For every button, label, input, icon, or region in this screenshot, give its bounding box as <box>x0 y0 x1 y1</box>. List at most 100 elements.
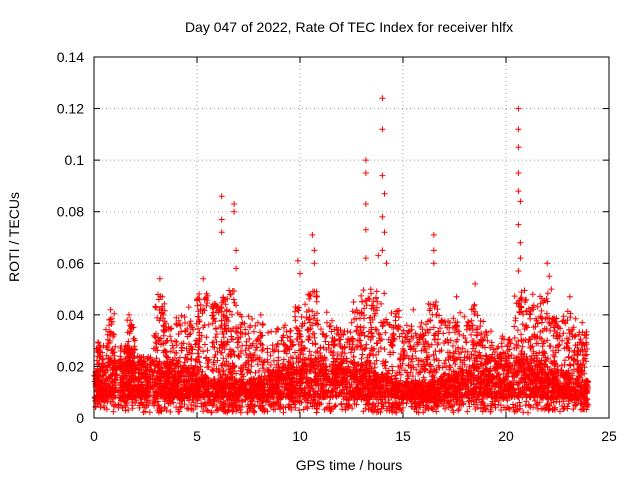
data-point <box>203 334 210 341</box>
data-point <box>397 401 404 408</box>
data-point <box>541 361 548 368</box>
data-point <box>235 338 242 345</box>
data-point <box>101 404 108 411</box>
data-point <box>584 396 591 403</box>
data-point <box>264 349 271 356</box>
data-point <box>110 359 117 366</box>
data-point <box>446 400 453 406</box>
data-point <box>237 409 244 416</box>
data-point <box>534 400 541 407</box>
data-point <box>373 409 380 416</box>
data-point <box>474 404 481 411</box>
data-point <box>234 344 241 351</box>
data-point <box>265 329 272 336</box>
data-point <box>413 408 420 415</box>
data-point <box>332 403 339 410</box>
data-point <box>358 292 365 299</box>
data-point <box>533 401 540 408</box>
data-point <box>205 363 212 370</box>
data-point <box>93 368 100 375</box>
data-point <box>184 405 190 412</box>
data-point <box>314 365 321 372</box>
data-point <box>237 402 243 409</box>
data-point <box>349 405 356 412</box>
data-point <box>455 406 462 413</box>
data-point <box>200 348 207 355</box>
data-point <box>403 322 410 329</box>
data-point <box>151 358 158 364</box>
data-point <box>527 404 534 411</box>
data-point <box>106 328 113 335</box>
data-point <box>226 401 233 408</box>
data-point <box>399 404 406 411</box>
data-point <box>368 407 375 414</box>
data-point <box>194 397 201 404</box>
data-point <box>219 404 226 411</box>
data-point <box>138 399 145 406</box>
data-point <box>150 358 157 365</box>
data-point <box>239 398 246 405</box>
data-point <box>398 408 405 414</box>
data-point <box>481 405 488 412</box>
data-point <box>108 321 115 327</box>
data-point <box>313 349 319 356</box>
data-point <box>111 364 118 371</box>
data-point <box>176 400 183 407</box>
data-point <box>484 402 491 409</box>
data-point <box>409 403 416 410</box>
data-point <box>479 399 486 406</box>
data-point <box>108 329 114 336</box>
data-point <box>112 376 119 383</box>
data-point <box>200 408 207 415</box>
data-point <box>397 377 404 384</box>
data-point <box>189 372 196 379</box>
data-point <box>559 403 566 409</box>
data-point <box>445 404 452 411</box>
data-point <box>94 387 101 394</box>
data-point <box>204 347 211 354</box>
data-point <box>259 320 266 327</box>
data-point <box>585 379 592 385</box>
data-point <box>105 374 112 381</box>
data-point <box>192 403 199 409</box>
data-point <box>359 298 366 305</box>
data-point <box>391 408 398 415</box>
data-point <box>195 325 202 332</box>
data-point <box>213 407 220 414</box>
data-point <box>424 403 431 410</box>
data-point <box>136 354 143 361</box>
data-point <box>100 342 107 349</box>
data-point <box>420 409 427 416</box>
data-point <box>167 398 174 405</box>
data-point <box>270 357 277 364</box>
data-point <box>203 407 210 413</box>
data-point <box>132 400 139 406</box>
data-point <box>381 290 388 297</box>
data-point <box>306 292 313 299</box>
data-point <box>538 405 545 412</box>
data-point <box>133 397 140 404</box>
data-point <box>557 408 563 415</box>
data-point <box>194 350 201 357</box>
data-point <box>155 403 162 409</box>
data-point <box>389 363 395 370</box>
data-point <box>231 402 238 409</box>
data-point <box>111 310 118 317</box>
data-point <box>522 402 529 409</box>
data-point <box>117 397 124 404</box>
data-point <box>358 355 365 362</box>
data-point <box>163 407 170 414</box>
data-point <box>526 402 533 409</box>
data-point <box>414 401 421 408</box>
data-point <box>109 379 116 386</box>
data-point <box>122 399 129 405</box>
data-point <box>93 357 100 364</box>
data-point <box>95 340 102 346</box>
data-point <box>251 408 258 415</box>
data-point <box>246 336 253 342</box>
data-point <box>506 406 513 413</box>
data-point <box>545 406 552 413</box>
data-point <box>390 402 397 409</box>
data-point <box>314 406 321 412</box>
